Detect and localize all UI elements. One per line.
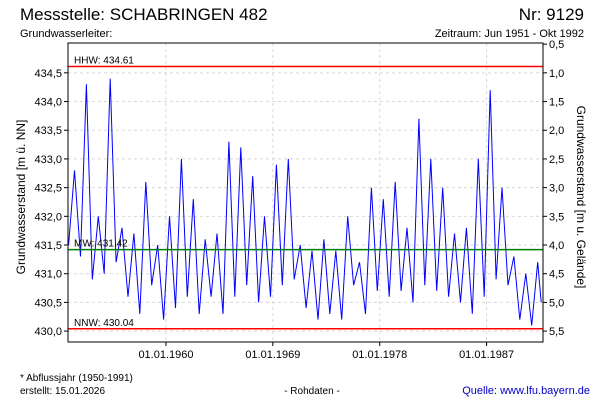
y-tick-label: 433,5 xyxy=(34,125,62,137)
y2-tick-label: 5,5 xyxy=(549,326,564,338)
y2-tick-label: 5,0 xyxy=(549,297,564,309)
y-tick-label: 430,0 xyxy=(34,326,62,338)
y-tick-label: 430,5 xyxy=(34,297,62,309)
y-tick-label: 431,5 xyxy=(34,240,62,252)
y2-tick-label: 1,5 xyxy=(549,97,564,109)
y-tick-label: 434,0 xyxy=(34,97,62,109)
x-tick-label: 01.01.1978 xyxy=(352,349,407,361)
footnote: * Abflussjahr (1950-1991) xyxy=(20,373,133,384)
reference-label: MW: 431.42 xyxy=(74,239,128,250)
chart-title: Messstelle: SCHABRINGEN 482 xyxy=(20,5,268,24)
y-tick-label: 433,0 xyxy=(34,154,62,166)
y2-axis-label: Grundwasserstand [m u. Gelände] xyxy=(574,106,588,289)
y-axis-label: Grundwasserstand [m ü. NN] xyxy=(14,120,28,275)
y2-tick-label: 3,5 xyxy=(549,211,564,223)
y2-tick-label: 4,0 xyxy=(549,240,564,252)
data-kind: - Rohdaten - xyxy=(284,386,340,397)
reference-label: HHW: 434.61 xyxy=(74,56,134,67)
created-date: erstellt: 15.01.2026 xyxy=(20,386,105,397)
y2-tick-label: 1,0 xyxy=(549,68,564,80)
y2-tick-label: 2,0 xyxy=(549,125,564,137)
subtitle-right: Zeitraum: Jun 1951 - Okt 1992 xyxy=(435,28,584,40)
y-tick-label: 434,5 xyxy=(34,68,62,80)
plot-frame xyxy=(67,42,544,343)
x-tick-label: 01.01.1960 xyxy=(138,349,193,361)
y2-tick-label: 0,5 xyxy=(549,39,564,51)
reference-label: NNW: 430.04 xyxy=(74,318,134,329)
subtitle-left: Grundwasserleiter: xyxy=(20,28,112,40)
y2-tick-label: 4,5 xyxy=(549,269,564,281)
y-tick-label: 431,0 xyxy=(34,269,62,281)
source: Quelle: www.lfu.bayern.de xyxy=(462,385,590,397)
y2-tick-label: 2,5 xyxy=(549,154,564,166)
x-tick-label: 01.01.1987 xyxy=(459,349,514,361)
y2-tick-label: 3,0 xyxy=(549,183,564,195)
y-tick-label: 432,5 xyxy=(34,183,62,195)
station-number: Nr: 9129 xyxy=(519,5,584,24)
y-tick-label: 432,0 xyxy=(34,211,62,223)
data-line xyxy=(68,78,542,326)
x-tick-label: 01.01.1969 xyxy=(245,349,300,361)
